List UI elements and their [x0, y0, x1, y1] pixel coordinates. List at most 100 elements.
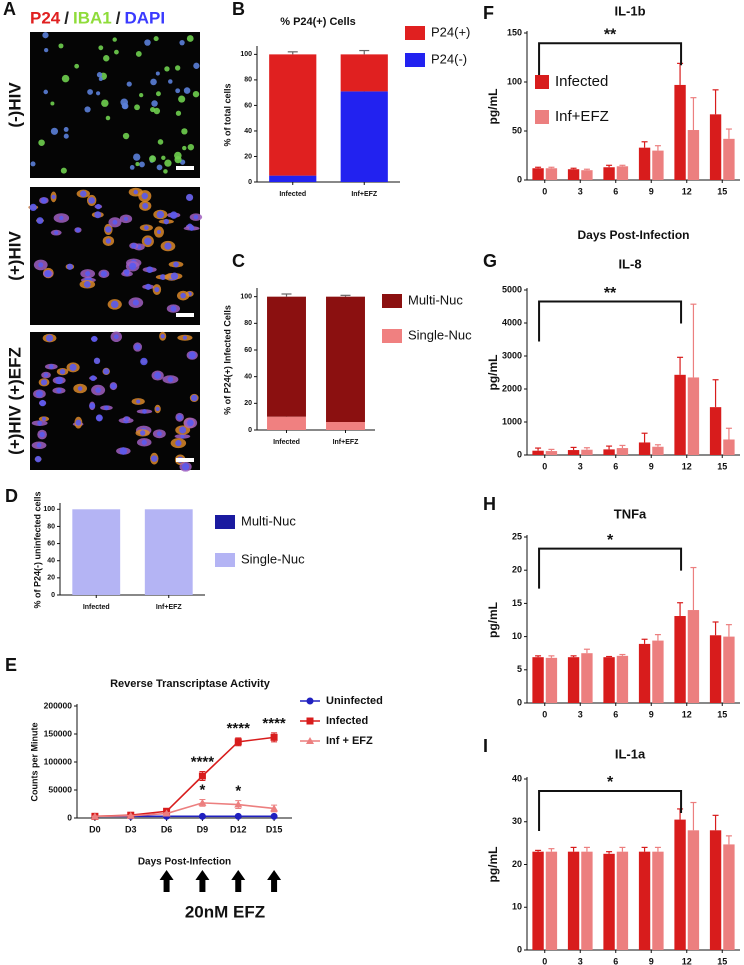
cell-nucleus	[98, 77, 103, 82]
cell-nucleus	[150, 455, 158, 462]
legend-swatch	[535, 110, 549, 124]
cell-nucleus	[37, 420, 43, 426]
y-tick-label: 10	[512, 902, 522, 912]
cell-nucleus	[75, 419, 82, 426]
bar	[687, 610, 700, 703]
x-tick-label: 3	[578, 956, 583, 965]
cell-nucleus	[134, 344, 141, 351]
x-tick-label: 6	[613, 186, 618, 196]
cell-nucleus	[103, 55, 110, 62]
y-tick-label: 0	[248, 427, 252, 434]
cell-nucleus	[98, 45, 104, 51]
point	[270, 733, 278, 741]
y-tick-label: 0	[67, 812, 72, 822]
significance-label: ****	[191, 753, 215, 770]
y-tick-label: 4000	[502, 317, 522, 327]
legend-label: Inf+EFZ	[555, 108, 609, 125]
cell-nucleus	[175, 110, 182, 116]
stain-label: P24	[30, 8, 61, 27]
point	[234, 812, 242, 820]
bar	[567, 450, 580, 455]
y-tick-label: 60	[244, 347, 252, 354]
treatment-arrow	[231, 870, 246, 892]
bar	[674, 84, 686, 180]
cell-nucleus	[170, 305, 177, 312]
cell-nucleus	[134, 104, 140, 111]
cell-nucleus	[149, 155, 157, 163]
cell-nucleus	[150, 78, 157, 86]
legend-swatch	[405, 26, 425, 40]
cell-nucleus	[144, 237, 152, 245]
scale-bar	[176, 313, 194, 317]
legend-label: Multi-Nuc	[408, 292, 463, 307]
significance-bracket	[538, 547, 683, 589]
cell-nucleus	[164, 159, 172, 167]
bar	[687, 377, 700, 455]
bar	[709, 635, 722, 703]
bar	[652, 446, 664, 455]
y-tick-label: 40	[47, 558, 55, 565]
cell-nucleus	[173, 261, 179, 268]
cell-nucleus	[154, 372, 162, 380]
cell-nucleus	[42, 32, 49, 39]
legend-label: Infected	[326, 715, 368, 727]
stain-label: IBA1	[73, 8, 112, 27]
cell-nucleus	[105, 238, 112, 244]
x-tick-label: 0	[542, 461, 547, 471]
y-tick-label: 20	[512, 859, 522, 869]
cell-nucleus	[126, 81, 132, 87]
cell-nucleus	[50, 127, 59, 135]
legend-swatch	[405, 53, 425, 67]
cell-nucleus	[189, 225, 195, 231]
cell-nucleus	[60, 167, 67, 174]
stain-label: /	[64, 8, 69, 27]
cell-nucleus	[88, 197, 96, 204]
x-tick-label: Infected	[273, 439, 300, 446]
cell-nucleus	[36, 442, 42, 448]
cell-nucleus	[59, 215, 64, 221]
legend-swatch	[215, 553, 235, 567]
bar	[638, 147, 651, 180]
cell-nucleus	[142, 409, 147, 414]
cell-nucleus	[135, 162, 140, 167]
cell-nucleus	[119, 447, 128, 455]
legend-label: Single-Nuc	[408, 327, 472, 342]
cell-nucleus	[113, 334, 119, 340]
y-axis-label: Counts per Minute	[29, 723, 39, 802]
y-tick-label: 0	[51, 592, 55, 599]
cell-nucleus	[139, 161, 145, 168]
point	[234, 738, 242, 746]
cell-nucleus	[55, 376, 63, 385]
cell-nucleus	[186, 193, 194, 202]
y-tick-label: 0	[517, 174, 522, 184]
cell-nucleus	[95, 387, 101, 393]
bar	[616, 166, 629, 180]
x-tick-label: 6	[613, 709, 618, 719]
cell-nucleus	[181, 128, 188, 135]
x-axis-label: Days Post-Infection	[138, 857, 231, 868]
bar	[616, 851, 629, 950]
legend-swatch	[215, 515, 235, 529]
y-tick-label: 80	[244, 77, 252, 84]
x-tick-label: D0	[89, 824, 101, 834]
panel-letter: C	[232, 251, 245, 271]
cell-nucleus	[69, 363, 77, 371]
y-axis-label: pg/mL	[486, 847, 500, 883]
x-tick-label: 9	[649, 956, 654, 965]
x-tick-label: 12	[682, 709, 692, 719]
bar	[723, 844, 735, 950]
point	[162, 809, 171, 817]
x-tick-label: 6	[613, 461, 618, 471]
cell-nucleus	[66, 263, 74, 270]
y-tick-label: 40	[244, 374, 252, 381]
cell-nucleus	[59, 368, 66, 375]
bar	[545, 451, 558, 455]
treatment-arrow	[267, 870, 282, 892]
cell-nucleus	[56, 388, 62, 394]
cell-nucleus	[151, 100, 158, 107]
bar	[603, 449, 615, 455]
bar-segment	[340, 91, 388, 182]
cell-nucleus	[160, 334, 165, 339]
bar	[709, 114, 722, 180]
cell-nucleus	[154, 286, 160, 293]
